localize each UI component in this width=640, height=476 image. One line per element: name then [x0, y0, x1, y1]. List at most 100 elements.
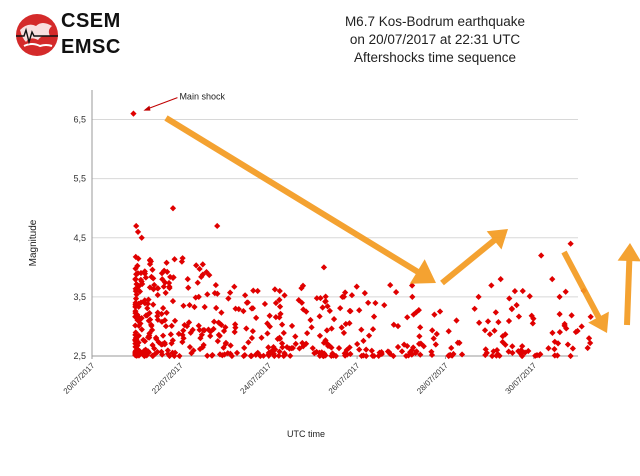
- aftershock-point: [178, 258, 186, 265]
- x-tick-label: 20/07/2017: [62, 361, 97, 396]
- aftershock-point: [356, 346, 363, 353]
- aftershock-point: [283, 343, 291, 351]
- aftershock-point: [134, 311, 141, 318]
- aftershock-point: [279, 344, 286, 351]
- aftershock-point: [154, 316, 161, 323]
- aftershock-point: [308, 324, 315, 331]
- aftershock-point: [386, 349, 393, 356]
- aftershock-point: [225, 295, 232, 302]
- aftershock-point: [337, 305, 344, 312]
- aftershock-point: [271, 352, 278, 360]
- aftershock-point: [303, 308, 310, 315]
- aftershock-point: [168, 322, 175, 329]
- aftershock-point: [584, 344, 591, 352]
- aftershock-point: [491, 327, 498, 334]
- aftershock-point: [159, 332, 167, 339]
- aftershock-point: [211, 289, 218, 297]
- aftershock-point: [175, 330, 182, 337]
- aftershock-point: [207, 332, 214, 340]
- aftershock-point: [276, 287, 283, 295]
- aftershock-point: [154, 348, 161, 356]
- aftershock-point: [493, 352, 500, 359]
- aftershock-point: [313, 295, 320, 302]
- aftershock-point: [264, 330, 271, 337]
- aftershock-point: [132, 253, 139, 261]
- aftershock-point: [447, 351, 454, 358]
- aftershock-point: [132, 299, 139, 306]
- aftershock-point: [163, 309, 170, 316]
- aftershock-point: [295, 296, 302, 304]
- aftershock-point: [532, 352, 539, 359]
- aftershock-point: [154, 291, 161, 299]
- aftershock-point: [147, 316, 154, 323]
- aftershock-point: [164, 268, 171, 276]
- aftershock-point: [393, 289, 400, 296]
- aftershock-point: [288, 345, 295, 352]
- aftershock-point: [220, 327, 228, 335]
- aftershock-point: [415, 307, 422, 314]
- aftershock-point: [152, 334, 160, 341]
- aftershock-point: [482, 351, 489, 359]
- aftershock-point: [292, 340, 299, 347]
- aftershock-point: [132, 275, 139, 283]
- aftershock-point: [356, 307, 363, 314]
- aftershock-point: [402, 352, 410, 360]
- aftershock-point: [281, 292, 288, 299]
- aftershock-point: [322, 293, 329, 300]
- aftershock-point: [398, 348, 406, 355]
- aftershock-point: [133, 270, 140, 278]
- aftershock-point: [508, 305, 515, 312]
- aftershock-point: [227, 289, 234, 296]
- aftershock-point: [132, 295, 140, 302]
- aftershock-point: [363, 346, 370, 353]
- aftershock-point: [186, 301, 193, 309]
- aftershock-point: [556, 329, 563, 336]
- aftershock-point: [240, 352, 247, 360]
- aftershock-point: [191, 303, 198, 311]
- aftershock-point: [484, 318, 492, 325]
- aftershock-point: [161, 279, 169, 286]
- aftershock-point: [300, 343, 307, 350]
- aftershock-point: [135, 282, 143, 290]
- aftershock-point: [496, 352, 503, 359]
- aftershock-point: [245, 339, 252, 346]
- aftershock-point: [412, 349, 419, 357]
- aftershock-point: [193, 262, 200, 269]
- aftershock-point: [361, 289, 368, 297]
- aftershock-point: [171, 317, 179, 324]
- aftershock-point: [144, 300, 151, 307]
- aftershock-point: [195, 322, 202, 329]
- aftershock-point: [141, 268, 148, 275]
- x-tick-label: 30/07/2017: [504, 361, 539, 396]
- aftershock-point: [502, 341, 509, 348]
- aftershock-point: [133, 339, 141, 347]
- aftershock-point: [277, 310, 284, 318]
- aftershock-point: [169, 205, 177, 212]
- aftershock-point: [149, 341, 156, 349]
- aftershock-point: [151, 345, 158, 352]
- aftershock-point: [448, 344, 455, 352]
- aftershock-point: [266, 312, 273, 319]
- aftershock-point: [266, 351, 273, 358]
- aftershock-point: [253, 314, 260, 321]
- aftershock-point: [304, 330, 311, 337]
- chart-title-line-2: on 20/07/2017 at 22:31 UTC: [349, 32, 521, 47]
- aftershock-point: [154, 313, 161, 320]
- aftershock-point: [132, 287, 139, 295]
- chart-title-line-1: M6.7 Kos-Bodrum earthquake: [344, 14, 526, 29]
- aftershock-point: [370, 313, 378, 320]
- aftershock-point: [206, 271, 213, 279]
- aftershock-point: [204, 352, 211, 359]
- aftershock-point: [141, 297, 148, 304]
- logo-text-emsc: EMSC: [61, 36, 121, 58]
- aftershock-point: [214, 337, 221, 345]
- aftershock-point: [275, 352, 282, 359]
- trend-arrow: [561, 250, 609, 333]
- aftershock-point: [135, 352, 143, 359]
- aftershock-point: [526, 293, 533, 300]
- aftershock-point: [203, 268, 210, 276]
- aftershock-point: [338, 324, 345, 331]
- aftershock-point: [454, 339, 461, 346]
- aftershock-point: [551, 346, 558, 353]
- aftershock-point: [142, 346, 149, 353]
